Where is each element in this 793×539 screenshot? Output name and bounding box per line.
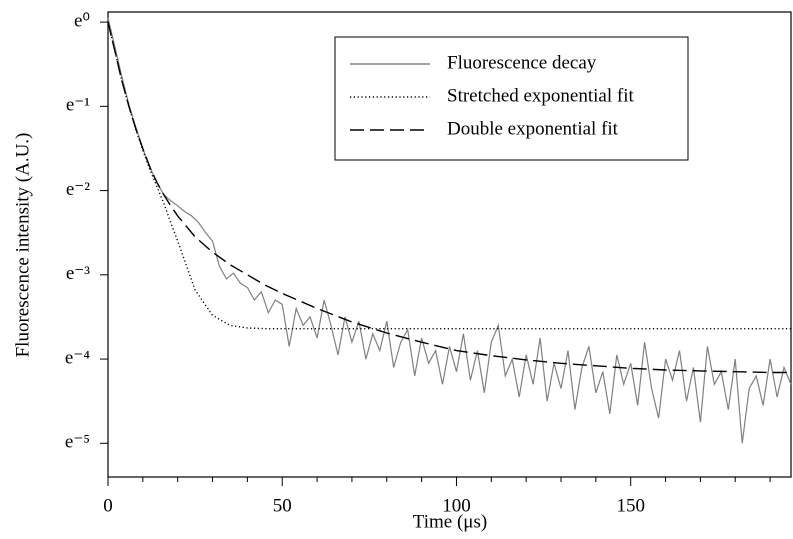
x-tick-label: 150	[616, 495, 645, 516]
x-tick-label: 50	[273, 495, 292, 516]
legend-label: Double exponential fit	[447, 118, 619, 139]
series-line	[107, 21, 791, 374]
plot-frame	[107, 11, 792, 478]
y-tick-label: e⁻³	[66, 263, 90, 284]
legend-label: Stretched exponential fit	[447, 85, 634, 106]
legend-box	[334, 36, 689, 161]
series-line	[107, 17, 792, 444]
y-tick-label: e⁻²	[66, 179, 90, 200]
y-axis-label: Fluorescence intensity (A.U.)	[12, 133, 33, 358]
y-tick-label: e⁻¹	[66, 95, 90, 116]
legend-label: Fluorescence decay	[447, 52, 597, 73]
y-tick-label: e⁻⁴	[65, 347, 90, 368]
x-tick-label: 100	[442, 495, 471, 516]
x-axis-label: Time (μs)	[413, 511, 487, 532]
x-tick-label: 0	[103, 495, 113, 516]
y-tick-label: e⁻⁵	[65, 432, 90, 453]
y-tick-label: e⁰	[74, 10, 90, 31]
